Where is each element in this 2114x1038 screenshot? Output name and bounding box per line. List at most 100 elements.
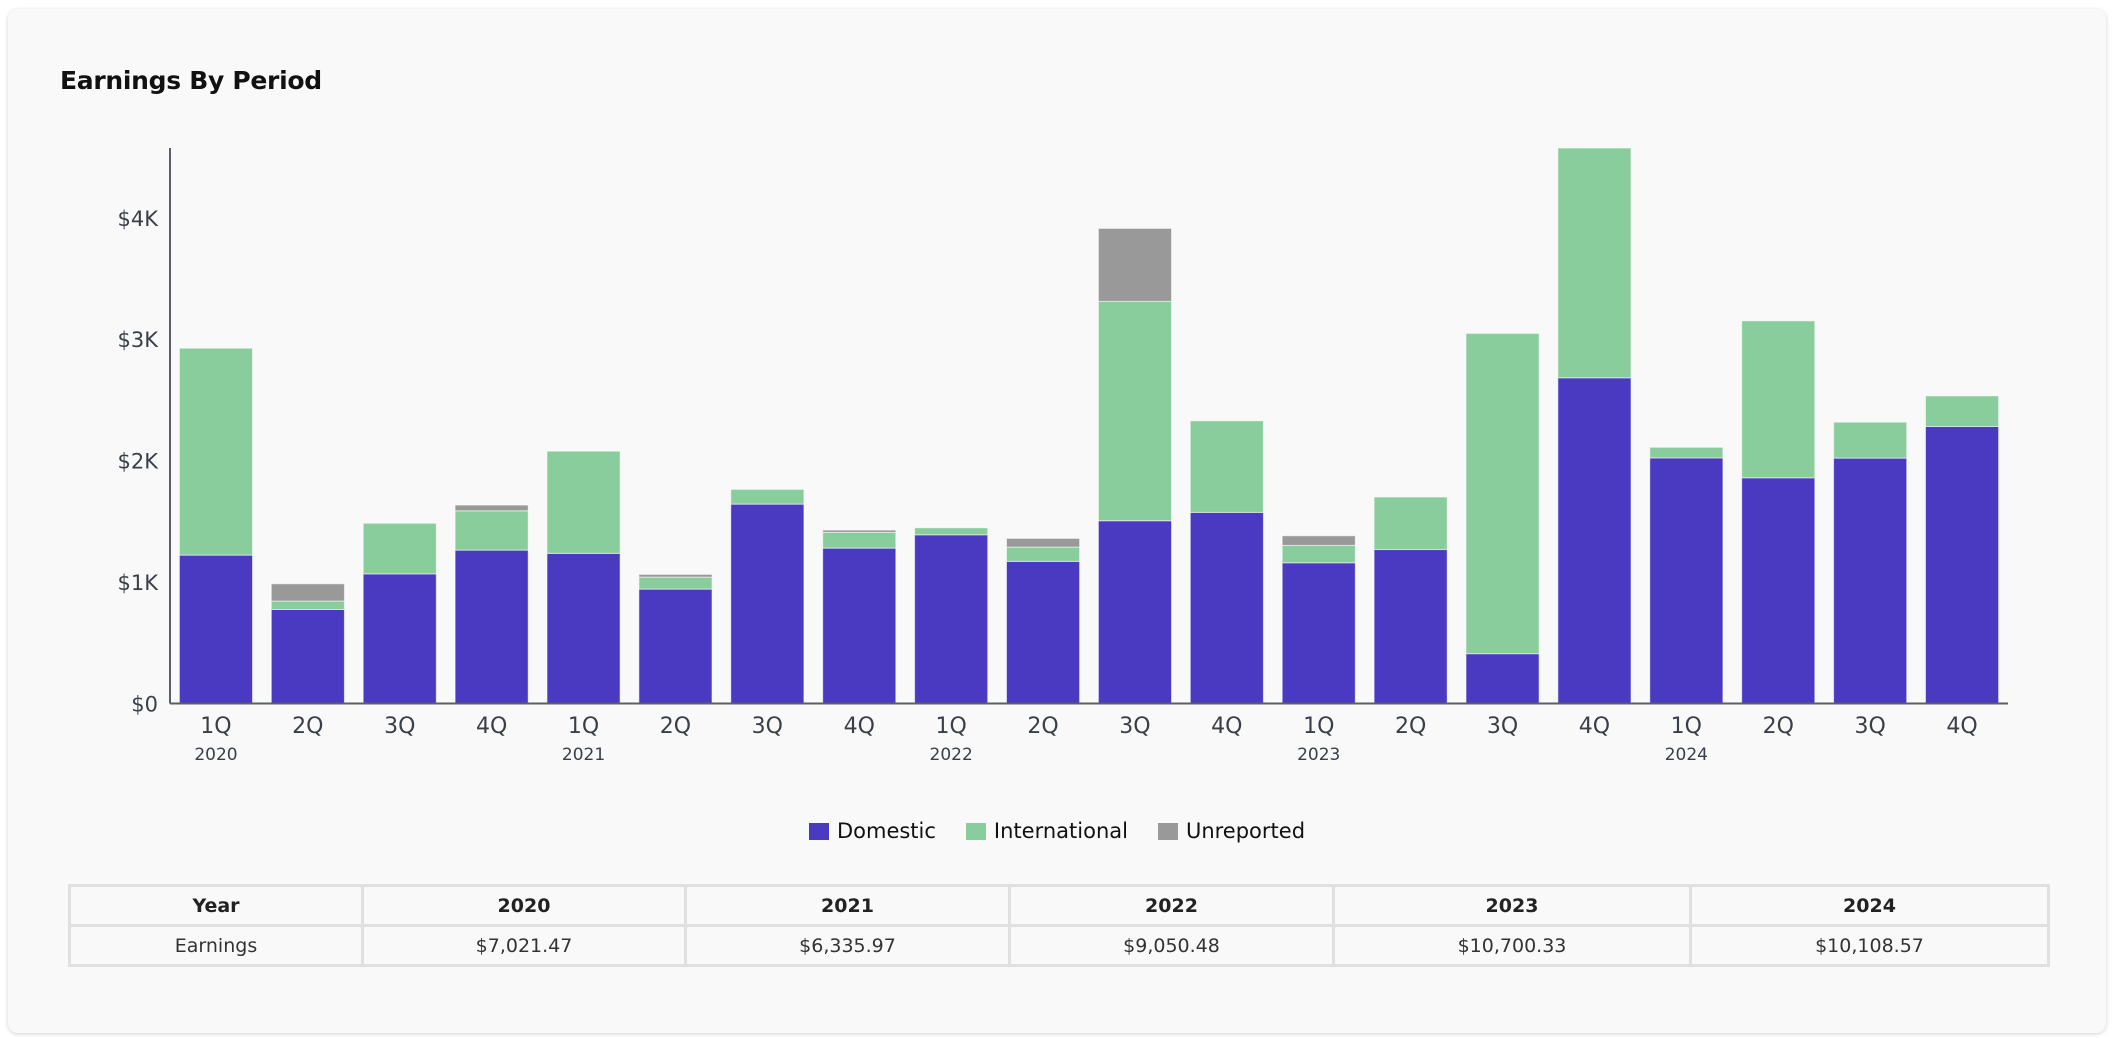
bar-segment-domestic-4q-2024[interactable] <box>1925 426 2000 704</box>
x-year-label: 2020 <box>194 745 237 765</box>
y-axis: $0 $1K $2K $3K $4K <box>118 148 171 717</box>
legend-swatch-domestic <box>808 822 829 840</box>
x-tick-label: 4Q <box>1211 714 1242 739</box>
x-tick-label: 4Q <box>1579 714 1610 739</box>
bar-segment-domestic-2q-2023[interactable] <box>1373 549 1448 704</box>
bar-segment-domestic-1q-2020[interactable] <box>178 554 253 704</box>
bar-segment-international-3q-2024[interactable] <box>1833 421 1908 459</box>
table-cell: $10,700.33 <box>1332 924 1692 967</box>
bar-segment-international-4q-2022[interactable] <box>1189 420 1264 513</box>
x-year-label: 2022 <box>930 745 973 765</box>
x-year-label: 2024 <box>1665 745 1708 765</box>
bar-segment-international-1q-2020[interactable] <box>178 347 253 556</box>
legend-swatch-unreported <box>1157 822 1178 840</box>
legend-label: International <box>993 819 1128 843</box>
x-tick-label: 3Q <box>1119 714 1150 739</box>
bar-segment-unreported-3q-2022[interactable] <box>1097 227 1173 302</box>
y-tick-label: $2K <box>118 450 160 474</box>
bar-segment-international-3q-2022[interactable] <box>1097 300 1173 522</box>
earnings-summary-table: Year 2020 2021 2022 2023 2024 Earnings $… <box>68 884 2050 967</box>
table-header-cell: Year <box>68 884 364 927</box>
table-header-cell: 2023 <box>1332 884 1692 927</box>
y-tick-label: $4K <box>118 207 160 231</box>
x-tick-label: 2Q <box>292 714 323 739</box>
bar-segment-international-1q-2024[interactable] <box>1649 446 1724 459</box>
table-row: Earnings $7,021.47 $6,335.97 $9,050.48 $… <box>68 924 2050 967</box>
y-tick-label: $0 <box>131 693 158 717</box>
bar-segment-international-2q-2021[interactable] <box>638 576 713 590</box>
bar-segment-domestic-3q-2023[interactable] <box>1465 653 1540 705</box>
table-header-cell: 2020 <box>361 884 687 927</box>
bar-segment-domestic-4q-2022[interactable] <box>1189 511 1264 705</box>
x-tick-label: 4Q <box>476 714 507 739</box>
bar-segment-domestic-3q-2021[interactable] <box>730 503 805 704</box>
bar-segment-unreported-2q-2020[interactable] <box>270 583 345 602</box>
bar-segment-international-4q-2023[interactable] <box>1557 147 1632 379</box>
x-tick-label: 3Q <box>384 714 415 739</box>
legend-item-domestic[interactable]: Domestic <box>808 819 936 843</box>
table-cell: $7,021.47 <box>361 924 687 967</box>
x-year-label: 2021 <box>562 745 605 765</box>
bar-segment-domestic-4q-2020[interactable] <box>454 549 529 704</box>
x-tick-label: 1Q <box>200 714 231 739</box>
legend-swatch-international <box>965 822 986 840</box>
bar-segment-domestic-3q-2022[interactable] <box>1097 520 1173 704</box>
bar-segment-domestic-2q-2024[interactable] <box>1741 477 1816 704</box>
x-tick-label: 4Q <box>844 714 875 739</box>
legend-label: Domestic <box>836 819 936 843</box>
x-tick-label: 3Q <box>1487 714 1518 739</box>
bar-segment-domestic-2q-2021[interactable] <box>638 588 713 704</box>
x-year-label: 2023 <box>1297 745 1340 765</box>
legend-label: Unreported <box>1185 819 1306 843</box>
y-tick-label: $1K <box>118 571 160 595</box>
bar-segment-domestic-4q-2021[interactable] <box>822 547 897 704</box>
bar-segment-domestic-2q-2022[interactable] <box>1006 560 1081 705</box>
x-tick-label: 3Q <box>1854 714 1885 739</box>
bar-segment-international-2q-2022[interactable] <box>1006 546 1081 562</box>
legend-item-unreported[interactable]: Unreported <box>1157 819 1306 843</box>
bar-segment-domestic-1q-2024[interactable] <box>1649 457 1724 704</box>
bar-segment-international-2q-2024[interactable] <box>1741 320 1816 479</box>
x-tick-label: 1Q <box>1303 714 1334 739</box>
table-cell: $9,050.48 <box>1008 924 1335 967</box>
x-tick-label: 1Q <box>568 714 599 739</box>
bar-segment-international-1q-2023[interactable] <box>1281 544 1356 564</box>
bar-segment-international-4q-2021[interactable] <box>822 531 897 549</box>
bar-segment-international-2q-2023[interactable] <box>1373 496 1448 551</box>
bar-segment-unreported-2q-2022[interactable] <box>1006 537 1081 548</box>
bars-layer <box>178 147 2000 705</box>
bar-segment-international-3q-2023[interactable] <box>1465 332 1540 655</box>
legend-item-international[interactable]: International <box>965 819 1128 843</box>
table-header-cell: 2022 <box>1008 884 1335 927</box>
bar-segment-unreported-1q-2023[interactable] <box>1281 535 1356 546</box>
bar-segment-international-4q-2024[interactable] <box>1925 395 2000 427</box>
chart-title: Earnings By Period <box>60 66 322 95</box>
bar-segment-international-3q-2021[interactable] <box>730 488 805 505</box>
x-tick-label: 4Q <box>1946 714 1977 739</box>
table-cell: Earnings <box>68 924 364 967</box>
bar-segment-domestic-4q-2023[interactable] <box>1557 377 1632 704</box>
x-tick-label: 2Q <box>1027 714 1058 739</box>
bar-segment-international-1q-2022[interactable] <box>914 527 989 536</box>
bar-segment-domestic-1q-2023[interactable] <box>1281 562 1356 704</box>
bar-segment-domestic-1q-2022[interactable] <box>914 534 989 704</box>
bar-segment-domestic-3q-2020[interactable] <box>362 573 437 705</box>
x-axis: 1Q 2Q 3Q 4Q 1Q 2Q 3Q 4Q 1Q 2Q 3Q 4Q 1Q 2Q 3Q 4Q 1Q 2Q 3Q 4Q… <box>170 702 2008 765</box>
bar-segment-domestic-3q-2024[interactable] <box>1833 457 1908 704</box>
x-tick-label: 1Q <box>935 714 966 739</box>
x-tick-label: 3Q <box>752 714 783 739</box>
bar-segment-international-1q-2021[interactable] <box>546 450 621 554</box>
stacked-bar-chart: $0$1K$2K$3K$4K 1Q 2Q 3Q 4Q 1Q 2Q 3Q 4Q 1Q 2Q 3Q 4Q 1… <box>118 147 2008 765</box>
x-tick-label: 2Q <box>660 714 691 739</box>
bar-segment-unreported-2q-2021[interactable] <box>638 573 713 578</box>
bar-segment-domestic-1q-2021[interactable] <box>546 552 621 705</box>
bar-segment-domestic-2q-2020[interactable] <box>270 609 345 704</box>
bar-segment-international-3q-2020[interactable] <box>362 522 437 575</box>
table-header-row: Year 2020 2021 2022 2023 2024 <box>68 884 2050 927</box>
x-tick-label: 2Q <box>1763 714 1794 739</box>
bar-segment-international-2q-2020[interactable] <box>270 600 345 610</box>
table-cell: $6,335.97 <box>684 924 1011 967</box>
bar-segment-international-4q-2020[interactable] <box>454 510 529 551</box>
bar-segment-unreported-4q-2020[interactable] <box>454 504 529 512</box>
bar-segment-unreported-4q-2021[interactable] <box>822 529 897 533</box>
